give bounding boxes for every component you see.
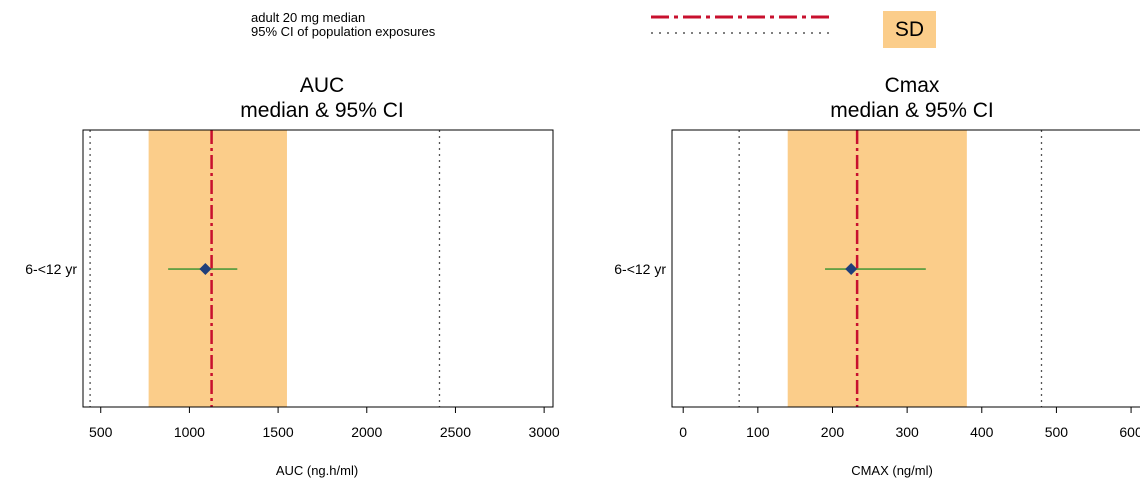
x-tick-label: 500	[1045, 424, 1069, 440]
median-marker	[199, 263, 212, 276]
row-label: 6-<12 yr	[25, 261, 77, 277]
x-tick-label: 1000	[174, 424, 205, 440]
x-tick-label: 100	[746, 424, 770, 440]
x-axis-label: AUC (ng.h/ml)	[276, 463, 358, 478]
x-tick-label: 0	[679, 424, 687, 440]
legend-ci-label: 95% CI of population exposures	[251, 24, 436, 39]
x-tick-label: 600	[1119, 424, 1140, 440]
chart-title: AUC	[300, 74, 344, 97]
x-axis-label: CMAX (ng/ml)	[851, 463, 933, 478]
legend-median-label: adult 20 mg median	[251, 10, 366, 25]
x-tick-label: 2000	[351, 424, 382, 440]
x-tick-label: 300	[895, 424, 919, 440]
chart-title: Cmax	[885, 74, 940, 97]
x-tick-label: 400	[970, 424, 994, 440]
chart-subtitle: median & 95% CI	[240, 99, 403, 122]
sd-badge: SD	[883, 11, 936, 48]
plot-frame	[671, 129, 1140, 408]
x-tick-label: 2500	[440, 424, 471, 440]
chart-subtitle: median & 95% CI	[830, 99, 993, 122]
plot-frame	[82, 129, 554, 408]
row-label: 6-<12 yr	[614, 261, 666, 277]
x-tick-label: 3000	[529, 424, 560, 440]
x-tick-label: 200	[821, 424, 845, 440]
x-tick-label: 500	[89, 424, 113, 440]
median-marker	[845, 263, 858, 276]
x-tick-label: 1500	[263, 424, 294, 440]
